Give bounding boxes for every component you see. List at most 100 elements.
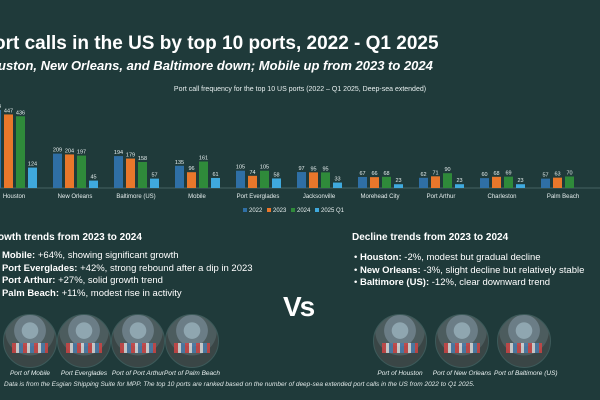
decline-list: • Houston: -2%, modest but gradual decli…: [354, 252, 584, 290]
bar: [211, 177, 220, 188]
decline-item-text: -3%, slight decline but relatively stabl…: [420, 264, 585, 276]
bar: [297, 172, 306, 188]
bar: [126, 158, 135, 188]
bar: [504, 176, 513, 188]
category-label: Port Everglades: [237, 194, 280, 200]
data-label: 58: [273, 172, 279, 178]
decline-item-text: -2%, modest but gradual decline: [401, 252, 541, 263]
port-image: Port of Houston: [370, 314, 430, 377]
legend-label: 2022: [249, 208, 263, 214]
data-label: 474: [0, 104, 1, 110]
port-caption: Port Everglades: [60, 370, 108, 377]
legend-swatch: [267, 208, 271, 212]
category-label: Port Arthur: [427, 194, 456, 200]
data-label: 70: [566, 170, 572, 176]
decline-item: • Baltimore (US): -12%, clear downward t…: [354, 277, 551, 288]
data-label: 23: [517, 178, 523, 184]
decline-section-title: Decline trends from 2023 to 2024: [352, 232, 509, 243]
port-caption: Port of Palm Beach: [164, 370, 220, 377]
port-photo: [373, 314, 427, 368]
bar: [199, 161, 208, 188]
bar: [150, 178, 159, 188]
port-caption: Port of Baltimore (US): [494, 370, 558, 377]
port-photo: [57, 314, 111, 368]
bar: [419, 177, 428, 188]
category-label: Morehead City: [360, 194, 399, 200]
bar: [431, 176, 440, 188]
bar: [553, 177, 562, 188]
data-label: 23: [456, 178, 462, 184]
bar: [248, 175, 257, 188]
bar: [260, 170, 269, 188]
decline-item-name: New Orleans:: [359, 264, 421, 276]
data-label: 447: [4, 108, 13, 114]
port-image: Port of New Orleans: [432, 314, 492, 377]
category-label: Mobile: [188, 194, 206, 200]
data-label: 74: [249, 170, 255, 176]
growth-item-name: Palm Beach:: [1, 287, 59, 299]
port-image: Port of Palm Beach: [162, 314, 222, 377]
bar: [333, 182, 342, 188]
page-title: ort calls in the US by top 10 ports, 202…: [0, 33, 439, 54]
data-label: 124: [28, 162, 37, 168]
bar: [236, 170, 245, 188]
category-label: Houston: [3, 194, 25, 200]
port-image: Port of Mobile: [0, 314, 60, 377]
data-label: 161: [199, 156, 208, 162]
decline-item-name: Baltimore (US):: [359, 277, 430, 288]
data-label: 204: [65, 148, 74, 154]
port-photo: [497, 314, 551, 368]
bar: [4, 114, 13, 188]
legend-swatch: [243, 208, 247, 212]
port-image: Port of Port Arthur: [108, 314, 168, 377]
decline-item-text: -12%, clear downward trend: [429, 277, 551, 288]
data-label: 95: [322, 166, 328, 172]
decline-item: • Houston: -2%, modest but gradual decli…: [354, 252, 541, 263]
data-label: 96: [188, 166, 194, 172]
data-label: 57: [151, 173, 157, 179]
data-label: 135: [175, 160, 184, 166]
bar: [394, 184, 403, 188]
port-image: Port Everglades: [54, 314, 114, 377]
bar: [89, 180, 98, 188]
data-label: 23: [395, 178, 401, 184]
growth-item-text: +11%, modest rise in activity: [59, 287, 182, 299]
growth-item: • Port Arthur: +27%, solid growth trend: [0, 275, 253, 288]
bar: [65, 154, 74, 188]
category-label: Charleston: [487, 194, 516, 200]
port-caption: Port of New Orleans: [432, 370, 492, 377]
decline-item: • New Orleans: -3%, slight decline but r…: [354, 264, 585, 276]
bar: [321, 172, 330, 188]
data-label: 62: [420, 172, 426, 178]
bar: [455, 184, 464, 188]
bar: [28, 167, 37, 188]
port-photo: [111, 314, 165, 368]
data-label: 90: [444, 167, 450, 173]
data-label: 105: [236, 165, 245, 171]
port-caption: Port of Mobile: [9, 370, 51, 377]
category-label: New Orleans: [58, 194, 93, 200]
vs-label: Vs: [283, 291, 315, 322]
legend-label: 2024: [297, 208, 311, 214]
legend-swatch: [291, 208, 295, 212]
data-label: 61: [212, 172, 218, 178]
bar: [114, 156, 123, 188]
page-subtitle: uston, New Orleans, and Baltimore down; …: [0, 58, 433, 73]
decline-item-name: Houston:: [359, 252, 402, 263]
data-label: 179: [126, 153, 135, 159]
data-label: 197: [77, 150, 86, 156]
data-label: 209: [53, 148, 62, 154]
port-caption: Port of Houston: [377, 370, 423, 377]
bar: [0, 110, 1, 188]
bar: [187, 172, 196, 188]
growth-item-name: Port Arthur:: [1, 275, 56, 286]
bar: [138, 162, 147, 188]
chart-title: Port call frequency for the top 10 US po…: [173, 86, 427, 93]
data-label: 436: [16, 110, 25, 116]
bar: [480, 178, 489, 188]
port-photo: [165, 314, 219, 368]
growth-item: • Port Everglades: +42%, strong rebound …: [0, 263, 253, 276]
category-label: Baltimore (US): [116, 194, 155, 200]
category-label: Jacksonville: [303, 194, 336, 200]
data-label: 68: [383, 171, 389, 177]
